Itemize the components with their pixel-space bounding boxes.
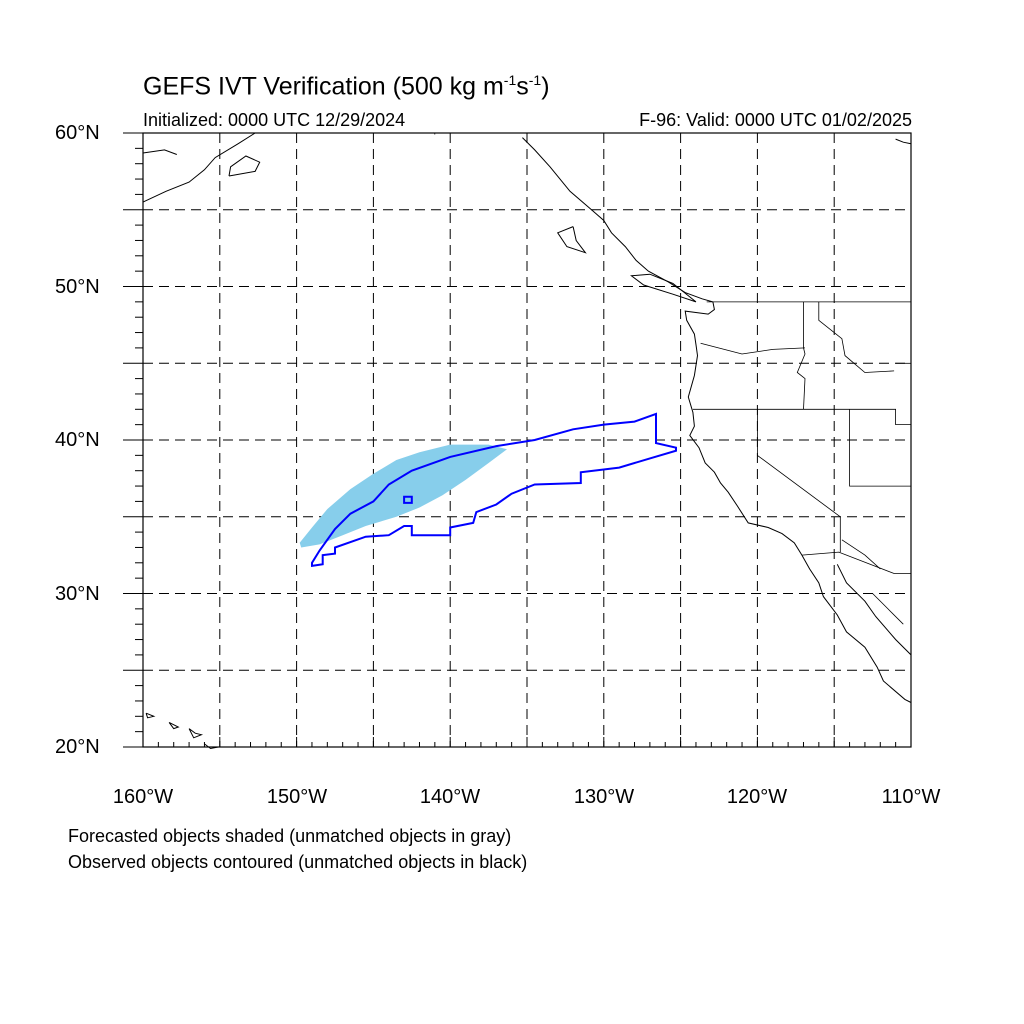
coastline-segment (168, 721, 180, 730)
border-segment (796, 301, 806, 410)
border-segment (700, 342, 806, 355)
coastline-segment (188, 728, 204, 739)
coastline-segment (142, 132, 256, 203)
observed-object-inner-contour (403, 495, 413, 504)
border-segment (801, 551, 911, 574)
lon-label-120w: 120°W (726, 786, 788, 808)
border-segment (872, 593, 904, 625)
border-segment (841, 539, 881, 570)
observed-object-contour (311, 412, 677, 568)
coastline-segment (142, 149, 177, 155)
coastline-segment (556, 226, 587, 254)
coastline-segment (145, 712, 156, 719)
coastline-layer (142, 132, 912, 750)
coastline-segment (204, 743, 219, 750)
border-segment (692, 408, 911, 426)
lat-label-60n: 60°N (55, 122, 100, 144)
coastline-segment (836, 564, 912, 656)
lat-label-40n: 40°N (55, 429, 100, 451)
coastline-segment (228, 155, 261, 177)
political-border-layer (434, 133, 911, 625)
coastline-segment (630, 273, 697, 303)
observed-legend-note: Observed objects contoured (unmatched ob… (68, 852, 528, 872)
lon-label-130w: 130°W (573, 786, 635, 808)
axis-ticks-layer (123, 132, 912, 748)
border-segment (818, 301, 895, 373)
lon-label-140w: 140°W (419, 786, 481, 808)
init-time-label: Initialized: 0000 UTC 12/29/2024 (143, 110, 406, 130)
lon-label-150w: 150°W (266, 786, 328, 808)
lon-label-110w: 110°W (881, 786, 941, 808)
lon-label-160w: 160°W (112, 786, 174, 808)
lat-label-30n: 30°N (55, 583, 100, 605)
valid-time-label: F-96: Valid: 0000 UTC 01/02/2025 (639, 110, 912, 130)
border-segment (757, 409, 841, 518)
border-segment (849, 409, 911, 487)
map-title: GEFS IVT Verification (500 kg m-1s-1) (143, 72, 550, 101)
forecast-legend-note: Forecasted objects shaded (unmatched obj… (68, 826, 512, 846)
lat-label-50n: 50°N (55, 276, 100, 298)
graticule-layer (143, 133, 911, 747)
lat-label-20n: 20°N (55, 736, 100, 758)
coastline-segment (522, 137, 912, 703)
coastline-segment (895, 138, 912, 145)
